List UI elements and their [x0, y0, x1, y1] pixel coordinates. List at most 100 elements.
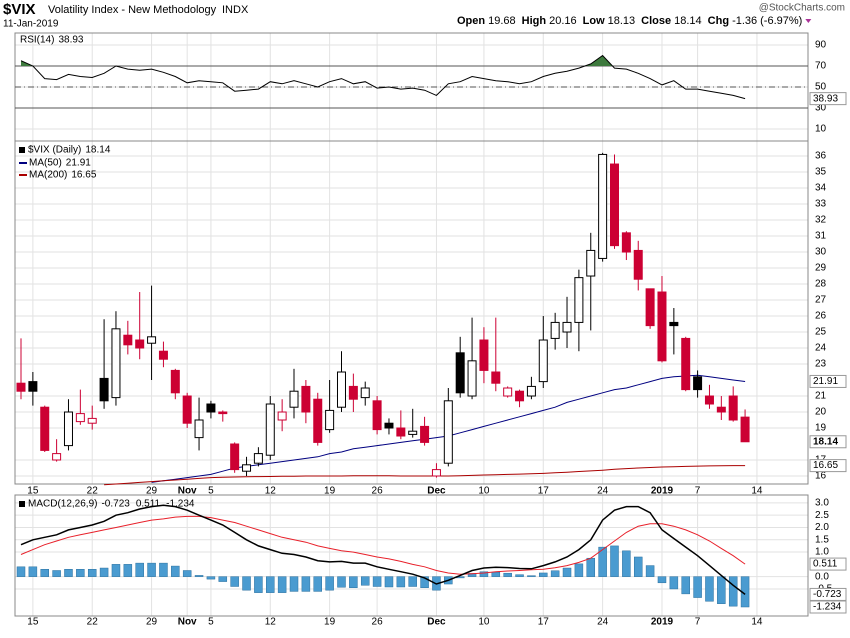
candle-body	[265, 403, 275, 456]
candle-body	[443, 400, 453, 464]
watermark: @StockCharts.com	[759, 3, 845, 14]
x-tick-label: 14	[751, 486, 763, 497]
x-tick-label: 29	[146, 486, 158, 497]
histogram-bar	[171, 565, 180, 577]
candle-body	[87, 417, 97, 424]
candle-body	[218, 411, 228, 415]
legend-value: 18.14	[85, 145, 110, 156]
y-tick-label: 19	[815, 423, 827, 434]
exchange: INDX	[222, 4, 249, 16]
x-tick-label: 12	[265, 617, 277, 628]
x-tick-label: Nov	[178, 486, 197, 497]
x-tick-label: 22	[87, 617, 99, 628]
histogram-bar	[396, 576, 406, 588]
candle-body	[574, 277, 584, 323]
candle-body	[325, 409, 335, 431]
signal-line	[20, 515, 746, 575]
histogram-bar	[289, 576, 299, 592]
legend-name: RSI(14)	[20, 35, 54, 46]
x-tick-label: Nov	[178, 617, 197, 628]
histogram-bar	[325, 576, 334, 591]
candle-body	[336, 371, 346, 408]
rsi-line	[20, 54, 746, 100]
last-value-label: -0.723	[813, 589, 842, 600]
candle-body	[562, 321, 572, 333]
candle-body	[360, 387, 370, 399]
histogram-bar	[645, 565, 655, 577]
candle-body	[728, 395, 738, 421]
last-value-box	[809, 587, 847, 601]
last-value-box	[809, 600, 847, 614]
candle-body	[681, 337, 691, 391]
x-tick-label: 17	[538, 486, 550, 497]
histogram-bar	[194, 575, 204, 577]
x-tick-label: Dec	[427, 486, 446, 497]
candle-body	[182, 395, 192, 424]
histogram-bar	[242, 576, 251, 591]
candle-body	[384, 422, 394, 429]
histogram-bar	[230, 576, 239, 587]
quote-label: Chg	[708, 15, 729, 27]
x-tick-label: 10	[478, 486, 490, 497]
histogram-bar	[159, 562, 168, 577]
histogram-bar	[384, 576, 394, 588]
histogram-bar	[52, 570, 61, 577]
histogram-bar	[64, 569, 73, 577]
legend-name: MA(50)	[29, 158, 62, 169]
histogram-bar	[123, 564, 133, 577]
candle-body	[610, 163, 619, 247]
candle-body	[158, 350, 168, 360]
candle-body	[16, 382, 26, 392]
histogram-bar	[491, 571, 501, 577]
y-tick-label: 25	[815, 327, 827, 338]
y-tick-label: 34	[815, 183, 827, 194]
legend-value: 38.93	[58, 35, 83, 46]
y-tick-label: 36	[815, 151, 827, 162]
candle-body	[253, 453, 263, 464]
x-tick-label: 15	[27, 486, 39, 497]
moving-average	[104, 465, 746, 486]
y-tick-label: 10	[815, 124, 827, 135]
candle-body	[99, 377, 109, 402]
overbought-fill	[21, 55, 746, 66]
y-tick-label: 24	[815, 343, 827, 354]
histogram-bar	[277, 576, 287, 593]
y-tick-label: 90	[815, 40, 827, 51]
x-tick-label: 2019	[651, 486, 674, 497]
candle-body	[396, 427, 406, 437]
x-tick-label: 24	[597, 617, 609, 628]
candle-body	[242, 464, 252, 472]
candle-body	[479, 339, 489, 371]
candle-body	[372, 400, 382, 431]
x-tick-label: 7	[695, 617, 701, 628]
histogram-bar	[28, 566, 38, 577]
y-tick-label: 21	[815, 391, 827, 402]
histogram-bar	[337, 576, 346, 588]
histogram-bar	[515, 574, 524, 577]
quote-change-pct: (-6.97%)	[760, 15, 802, 27]
legend-value: 21.91	[66, 158, 91, 169]
candle-body	[657, 291, 667, 362]
quote: Open 19.68 High 20.16 Low 18.13 Close 18.14 Chg -…	[457, 15, 812, 27]
x-tick-label: 26	[372, 617, 384, 628]
candle-body	[645, 288, 655, 327]
last-value-label: 0.511	[813, 559, 838, 570]
histogram-bar	[527, 575, 536, 577]
x-tick-label: 15	[27, 617, 39, 628]
histogram-bar	[622, 550, 631, 577]
y-tick-label: 33	[815, 199, 827, 210]
candle-body	[491, 371, 501, 384]
security-name: Volatility Index - New Methodology	[48, 4, 217, 16]
y-tick-label: 31	[815, 231, 827, 242]
panel-frame	[14, 140, 809, 485]
x-tick-label: 19	[324, 486, 336, 497]
candle-body	[75, 413, 85, 423]
y-tick-label: 70	[815, 61, 827, 72]
candle-body	[28, 381, 38, 392]
last-value-label: 38.93	[813, 93, 838, 104]
quote-value: 18.14	[674, 15, 702, 27]
legend-icon	[19, 501, 25, 507]
candle-body	[740, 416, 750, 443]
histogram-bar	[657, 576, 667, 584]
